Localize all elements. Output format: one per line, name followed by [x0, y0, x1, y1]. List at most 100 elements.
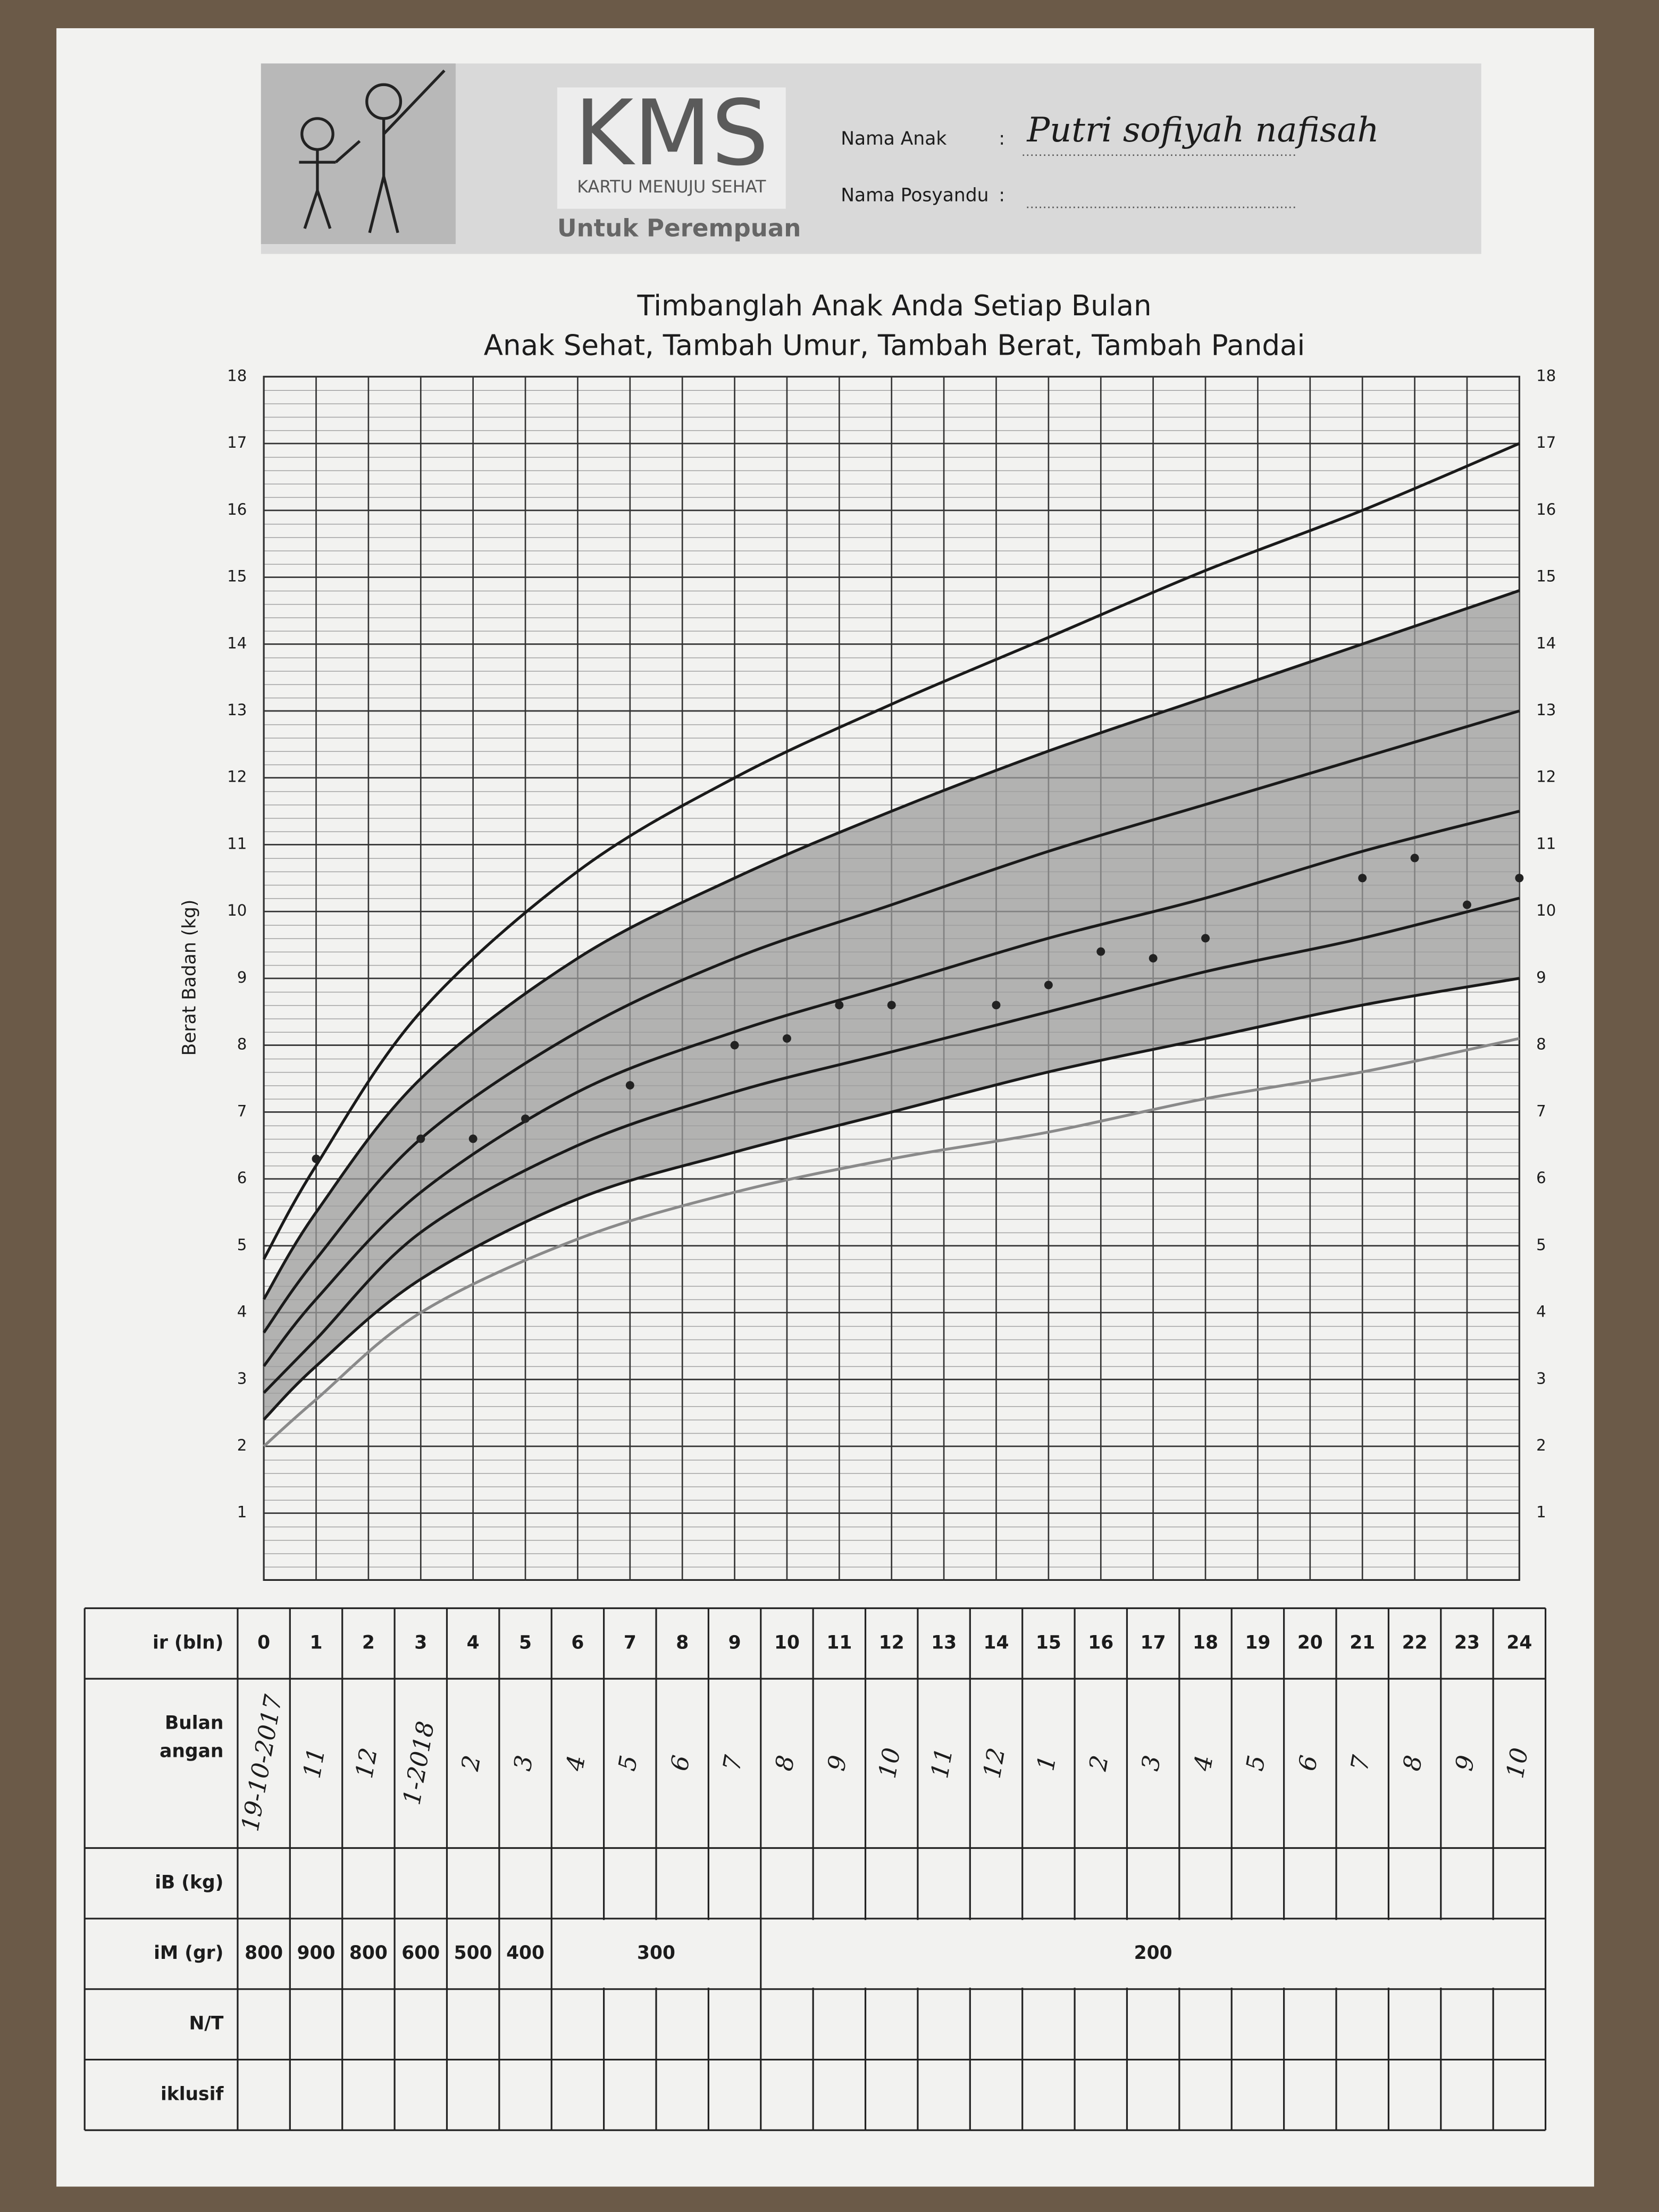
y-tick-label: 15: [227, 567, 247, 585]
x-tick-label: 2: [362, 1632, 375, 1653]
x-tick-label: 20: [1297, 1632, 1323, 1653]
weight-point: [312, 1154, 321, 1163]
weight-point: [468, 1134, 477, 1143]
row-label: N/T: [189, 2013, 223, 2034]
reference-curve: [263, 977, 1520, 1421]
name-colon: :: [999, 128, 1005, 149]
kbm-cell: [396, 1920, 446, 1988]
row-label: Bulan: [165, 1713, 223, 1734]
y-tick-label: 2: [237, 1436, 247, 1454]
kbm-cell: [552, 1920, 760, 1988]
y-tick-label-right: 2: [1536, 1436, 1546, 1454]
weight-point: [1358, 874, 1367, 883]
y-tick-label-right: 14: [1536, 634, 1556, 652]
handwritten-month: 12: [977, 1746, 1010, 1781]
y-tick-label-right: 7: [1536, 1102, 1546, 1120]
x-tick-label: 0: [257, 1632, 270, 1653]
weight-point: [521, 1114, 530, 1123]
kbm-cell: [448, 1920, 498, 1988]
x-tick-label: 6: [571, 1632, 584, 1653]
kbm-cell: [343, 1920, 393, 1988]
y-tick-label-right: 4: [1536, 1303, 1546, 1321]
chart-subtitle: Anak Sehat, Tambah Umur, Tambah Berat, T…: [484, 329, 1305, 362]
y-tick-label: 8: [237, 1035, 247, 1053]
y-tick-label-right: 9: [1536, 968, 1546, 986]
reference-curve: [262, 442, 1520, 1260]
reference-curve: [262, 589, 1520, 1300]
kbm-value: 500: [454, 1942, 492, 1964]
y-tick-label: 7: [237, 1102, 247, 1120]
x-tick-label: 13: [931, 1632, 957, 1653]
handwritten-month: 11: [925, 1746, 958, 1781]
x-tick-label: 11: [826, 1632, 852, 1653]
x-tick-label: 21: [1350, 1632, 1375, 1653]
y-tick-label-right: 15: [1536, 567, 1556, 585]
x-tick-label: 9: [728, 1632, 741, 1653]
weight-point: [992, 1001, 1001, 1010]
x-tick-label: 10: [774, 1632, 800, 1653]
y-tick-label: 9: [237, 968, 247, 986]
reference-curve: [263, 896, 1520, 1394]
y-tick-label: 16: [227, 500, 247, 518]
kbm-cell: [762, 1920, 1544, 1988]
row-label: angan: [160, 1741, 223, 1762]
kbm-value: 600: [401, 1942, 440, 1964]
x-tick-label: 3: [414, 1632, 427, 1653]
row-label: iM (gr): [154, 1942, 223, 1964]
handwritten-month: 11: [297, 1746, 330, 1781]
row-label: iklusif: [161, 2083, 224, 2105]
y-tick-label-right: 8: [1536, 1035, 1546, 1053]
y-tick-label-right: 6: [1536, 1169, 1546, 1187]
weight-point: [1463, 900, 1471, 909]
y-tick-label: 14: [227, 634, 247, 652]
weight-point: [887, 1001, 896, 1010]
y-tick-label-right: 1: [1536, 1503, 1546, 1521]
gender-label: Untuk Perempuan: [557, 214, 801, 242]
weight-point: [1410, 853, 1419, 862]
weight-point: [625, 1081, 634, 1090]
weight-point: [416, 1134, 425, 1143]
y-tick-label-right: 11: [1536, 834, 1556, 852]
x-tick-label: 18: [1193, 1632, 1218, 1653]
handwritten-month: 10: [1501, 1746, 1534, 1781]
y-tick-label-right: 3: [1536, 1369, 1546, 1387]
handwritten-month: 12: [350, 1746, 383, 1781]
name-label: Nama Anak: [841, 128, 946, 149]
x-tick-label: 22: [1402, 1632, 1428, 1653]
kbm-cell: [500, 1920, 550, 1988]
y-tick-label-right: 10: [1536, 901, 1556, 919]
logo-subtitle: KARTU MENUJU SEHAT: [577, 177, 766, 197]
child-name: Putri sofiyah nafisah: [1026, 111, 1379, 150]
y-tick-label-right: 17: [1536, 433, 1556, 451]
y-tick-label: 17: [227, 433, 247, 451]
x-tick-label: 24: [1506, 1632, 1532, 1653]
y-tick-label-right: 13: [1536, 701, 1556, 719]
weight-point: [783, 1034, 791, 1043]
posyandu-label: Nama Posyandu: [841, 185, 988, 206]
kbm-cell: [239, 1920, 289, 1988]
chart-title: Timbanglah Anak Anda Setiap Bulan: [636, 289, 1151, 322]
weight-point: [1149, 954, 1158, 963]
x-tick-label: 8: [676, 1632, 689, 1653]
x-tick-label: 5: [519, 1632, 532, 1653]
y-tick-label: 5: [237, 1236, 247, 1254]
x-tick-label: 23: [1454, 1632, 1480, 1653]
y-tick-label: 12: [227, 768, 247, 786]
weight-point: [730, 1041, 739, 1050]
y-tick-label: 6: [237, 1169, 247, 1187]
posyandu-colon: :: [999, 185, 1005, 206]
reference-curve: [263, 1037, 1520, 1447]
y-tick-label-right: 5: [1536, 1236, 1546, 1254]
kbm-value: 300: [637, 1942, 675, 1964]
y-axis-label: Berat Badan (kg): [179, 900, 200, 1056]
row-label: ir (bln): [153, 1632, 223, 1653]
weight-point: [1201, 934, 1210, 943]
y-tick-label-right: 18: [1536, 366, 1556, 384]
kbm-value: 900: [297, 1942, 336, 1964]
reference-curve: [262, 709, 1520, 1334]
weight-point: [1044, 981, 1053, 990]
x-tick-label: 4: [467, 1632, 480, 1653]
weight-point: [1096, 947, 1105, 956]
children-drawing: [299, 69, 446, 233]
